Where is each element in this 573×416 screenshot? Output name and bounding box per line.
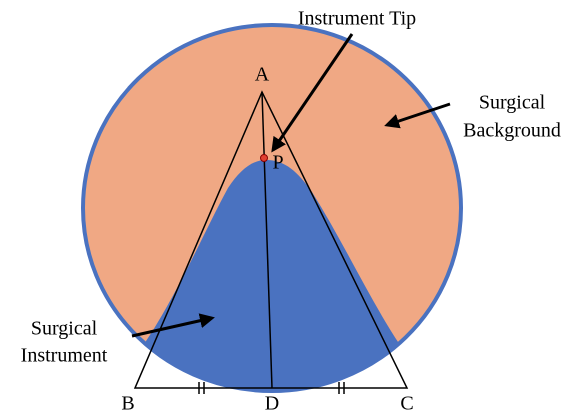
vertex-label: D	[265, 393, 279, 415]
vertex-label: C	[400, 393, 413, 415]
diagram: Instrument Tip Surgical Background Surgi…	[0, 0, 573, 416]
vertex-label: P	[272, 152, 283, 174]
tip-point	[261, 155, 268, 162]
label-instrument: Surgical	[31, 318, 98, 340]
label-background: Background	[463, 120, 561, 142]
label-background: Surgical	[479, 92, 546, 114]
label-instrument-tip: Instrument Tip	[298, 8, 416, 30]
vertex-label: A	[255, 64, 270, 86]
vertex-label: B	[121, 393, 134, 415]
label-instrument: Instrument	[21, 345, 108, 367]
page: {"labels": { "instrument_tip": "Instrume…	[0, 0, 573, 416]
